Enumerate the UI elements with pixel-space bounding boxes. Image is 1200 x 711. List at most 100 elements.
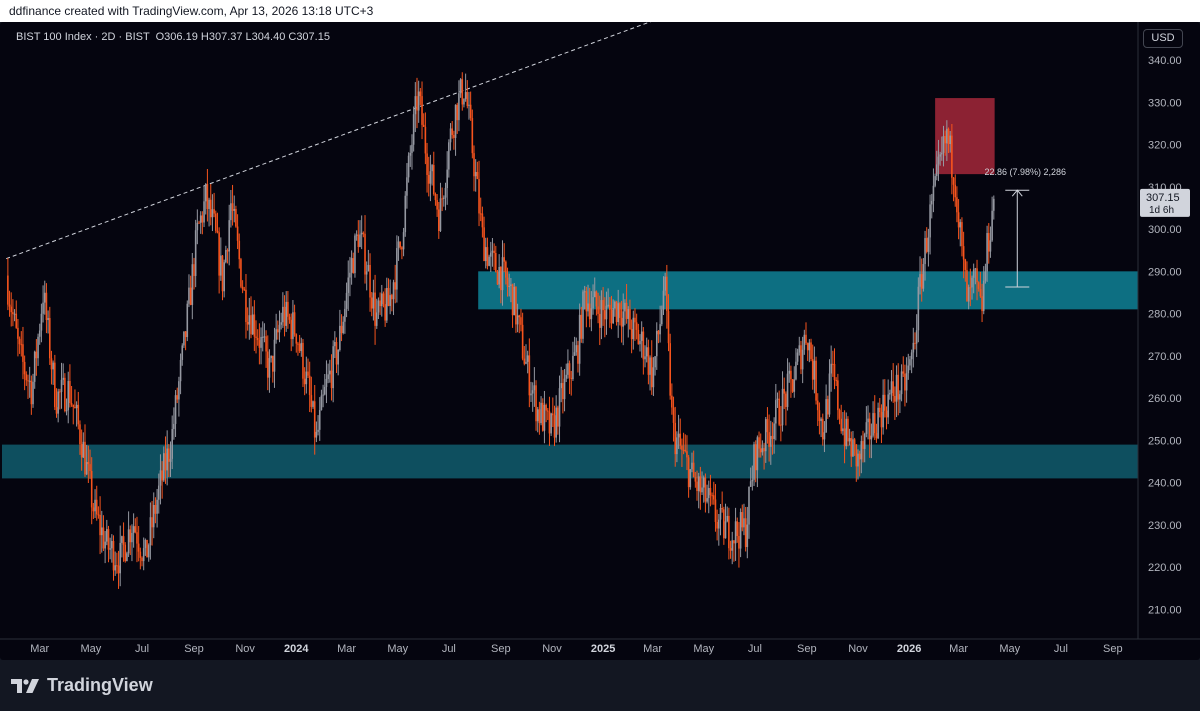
candle-body-255	[434, 193, 437, 201]
candle-body-206	[352, 258, 355, 274]
candle-body-269	[458, 93, 460, 121]
candle-body-30	[57, 391, 59, 414]
candle-body-547	[924, 238, 926, 265]
candle-body-140	[241, 286, 244, 290]
candle-body-176	[302, 342, 304, 379]
candle-body-164	[282, 306, 284, 323]
candle-body-123	[213, 209, 215, 214]
candle-body-567	[957, 212, 960, 228]
candle-body-199	[340, 325, 343, 334]
candle-body-37	[69, 381, 71, 404]
candle-body-51	[92, 507, 95, 512]
price-tick-290: 290.00	[1148, 266, 1182, 278]
candle-body-210	[359, 234, 361, 247]
candle-body-272	[463, 98, 465, 105]
candle-body-472	[798, 345, 801, 353]
candle-body-16	[33, 351, 36, 382]
candle-body-175	[300, 342, 303, 352]
candle-body-459	[776, 398, 779, 401]
candle-body-128	[221, 255, 224, 292]
candle-body-190	[325, 379, 328, 387]
candle-body-137	[236, 226, 239, 241]
candle-body-243	[414, 96, 417, 115]
candle-body-462	[781, 388, 784, 426]
candle-body-524	[885, 410, 888, 418]
candle-body-5	[15, 313, 18, 328]
last-price-value: 307.15	[1146, 192, 1180, 204]
candle-body-291	[495, 252, 497, 272]
candle-body-398	[674, 422, 677, 455]
candle-body-156	[268, 358, 271, 378]
candle-body-422	[714, 499, 717, 522]
candle-body-296	[503, 257, 505, 262]
candle-body-491	[830, 363, 832, 374]
candle-body-228	[389, 295, 391, 306]
price-tick-300: 300.00	[1148, 224, 1182, 236]
candle-body-549	[927, 237, 930, 252]
price-chart[interactable]: 22.86 (7.98%) 2,286 210.00 220.00 230.00 24…	[0, 22, 1200, 660]
candle-body-370	[627, 309, 630, 319]
candle-body-335	[568, 363, 571, 378]
candle-body-515	[870, 435, 873, 440]
candle-body-244	[416, 96, 418, 111]
candle-body-426	[721, 507, 723, 510]
candle-body-416	[704, 477, 707, 502]
candle-body-493	[833, 364, 836, 381]
candle-body-490	[828, 373, 831, 415]
candle-body-444	[751, 479, 754, 482]
candle-body-569	[961, 222, 963, 247]
candle-body-20	[40, 313, 43, 331]
currency-button[interactable]: USD	[1143, 29, 1183, 48]
candle-body-184	[315, 431, 318, 438]
candle-body-487	[823, 432, 826, 440]
attribution-bar: ddfinance created with TradingView.com, …	[0, 0, 1200, 22]
candle-body-238	[406, 177, 408, 196]
tradingview-logo[interactable]: TradingView	[11, 675, 153, 696]
candle-body-282	[479, 213, 482, 215]
candle-body-570	[962, 246, 965, 260]
candle-body-564	[952, 177, 955, 185]
candle-body-120	[208, 199, 210, 209]
measure-arrow	[1011, 189, 1023, 197]
candle-body-471	[796, 352, 799, 362]
candle-body-8	[20, 344, 23, 346]
candle-body-187	[320, 395, 323, 411]
candle-body-460	[778, 398, 780, 425]
candle-body-344	[583, 291, 586, 293]
candle-body-249	[424, 126, 427, 154]
candle-body-55	[99, 514, 101, 536]
candle-body-44	[80, 444, 83, 458]
candle-body-385	[652, 367, 655, 388]
candle-body-300	[510, 284, 512, 286]
candle-body-415	[702, 477, 705, 488]
candle-body-433	[733, 540, 735, 544]
time-tick-15: Sep	[797, 643, 817, 655]
candle-body-114	[198, 222, 200, 224]
candle-body-448	[758, 437, 760, 449]
time-tick-4: Nov	[235, 643, 255, 655]
candle-body-133	[230, 203, 232, 221]
candle-body-15	[32, 381, 34, 405]
candle-body-294	[500, 266, 502, 291]
candle-body-290	[493, 250, 495, 253]
candle-body-26	[50, 358, 53, 370]
candle-body-458	[775, 400, 777, 424]
candle-body-292	[496, 271, 499, 285]
candle-body-522	[882, 394, 884, 428]
candle-body-425	[719, 507, 722, 520]
candle-body-149	[256, 337, 259, 341]
candle-body-519	[877, 407, 879, 439]
time-tick-0: Mar	[30, 643, 49, 655]
candle-body-525	[887, 394, 889, 418]
candle-body-24	[47, 318, 49, 321]
candle-body-339	[575, 345, 578, 353]
candle-body-563	[951, 135, 953, 178]
time-tick-19: May	[999, 643, 1020, 655]
candle-body-464	[785, 393, 787, 407]
candle-body-497	[840, 418, 843, 432]
candle-body-273	[464, 92, 467, 99]
candle-body-437	[739, 512, 742, 549]
candle-body-552	[932, 185, 935, 201]
attribution-text: ddfinance created with TradingView.com, …	[9, 4, 374, 18]
candle-body-220	[375, 312, 378, 326]
